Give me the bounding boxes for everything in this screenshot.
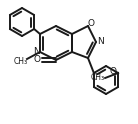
Text: N: N <box>98 37 104 46</box>
Text: O: O <box>34 56 40 64</box>
Text: CH₃: CH₃ <box>91 74 105 82</box>
Text: N: N <box>33 47 39 57</box>
Text: CH₃: CH₃ <box>14 57 28 65</box>
Text: O: O <box>87 19 95 29</box>
Text: O: O <box>110 66 117 76</box>
